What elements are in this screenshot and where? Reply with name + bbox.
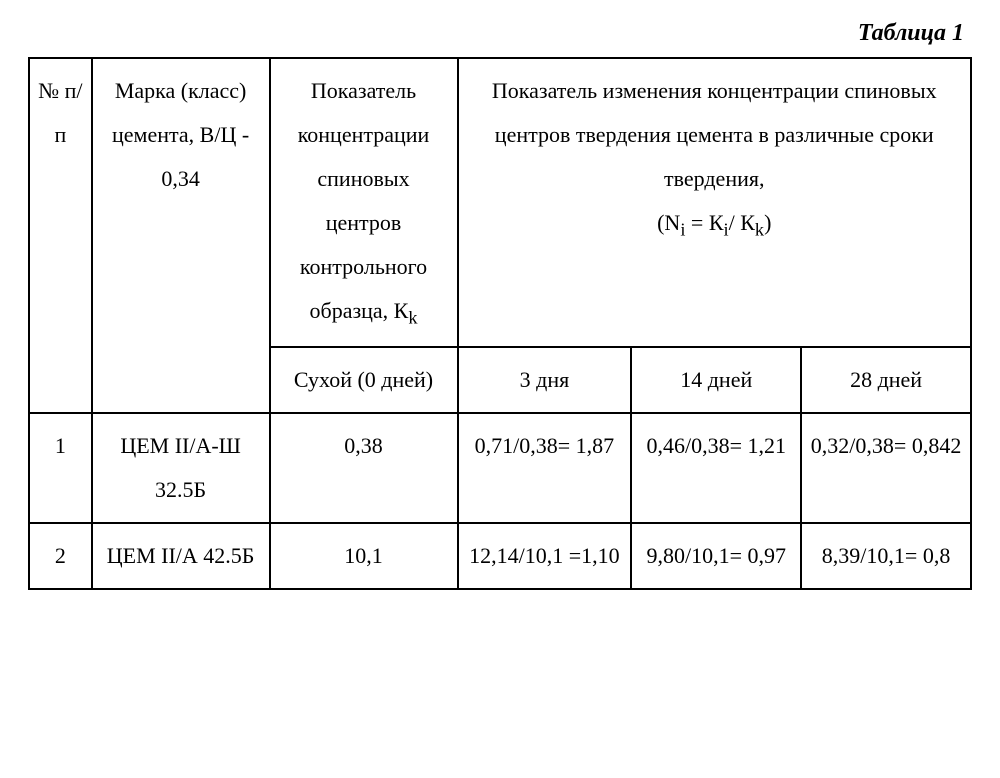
table-row: 1 ЦЕМ II/А-Ш 32.5Б 0,38 0,71/0,38= 1,87 … bbox=[29, 413, 971, 523]
cell-3d: 0,71/0,38= 1,87 bbox=[458, 413, 632, 523]
cell-kk: 10,1 bbox=[270, 523, 458, 589]
col-header-group: Показатель изменения концентрации спинов… bbox=[458, 58, 971, 347]
cell-number: 2 bbox=[29, 523, 92, 589]
data-table: № п/п Марка (класс) цемента, В/Ц - 0,34 … bbox=[28, 57, 972, 590]
cell-mark: ЦЕМ II/А 42.5Б bbox=[92, 523, 270, 589]
subcol-dry: Сухой (0 дней) bbox=[270, 347, 458, 413]
table-caption: Таблица 1 bbox=[28, 20, 964, 47]
cell-number: 1 bbox=[29, 413, 92, 523]
cell-14d: 0,46/0,38= 1,21 bbox=[631, 413, 801, 523]
subcol-28d: 28 дней bbox=[801, 347, 971, 413]
cell-28d: 0,32/0,38= 0,842 bbox=[801, 413, 971, 523]
subcol-14d: 14 дней bbox=[631, 347, 801, 413]
cell-kk: 0,38 bbox=[270, 413, 458, 523]
col-header-kk: Показатель концентрации спиновых центров… bbox=[270, 58, 458, 347]
cell-3d: 12,14/10,1 =1,10 bbox=[458, 523, 632, 589]
header-row-1: № п/п Марка (класс) цемента, В/Ц - 0,34 … bbox=[29, 58, 971, 347]
table-row: 2 ЦЕМ II/А 42.5Б 10,1 12,14/10,1 =1,10 9… bbox=[29, 523, 971, 589]
subcol-3d: 3 дня bbox=[458, 347, 632, 413]
col-header-mark: Марка (класс) цемента, В/Ц - 0,34 bbox=[92, 58, 270, 413]
cell-mark: ЦЕМ II/А-Ш 32.5Б bbox=[92, 413, 270, 523]
col-header-number: № п/п bbox=[29, 58, 92, 413]
cell-14d: 9,80/10,1= 0,97 bbox=[631, 523, 801, 589]
cell-28d: 8,39/10,1= 0,8 bbox=[801, 523, 971, 589]
